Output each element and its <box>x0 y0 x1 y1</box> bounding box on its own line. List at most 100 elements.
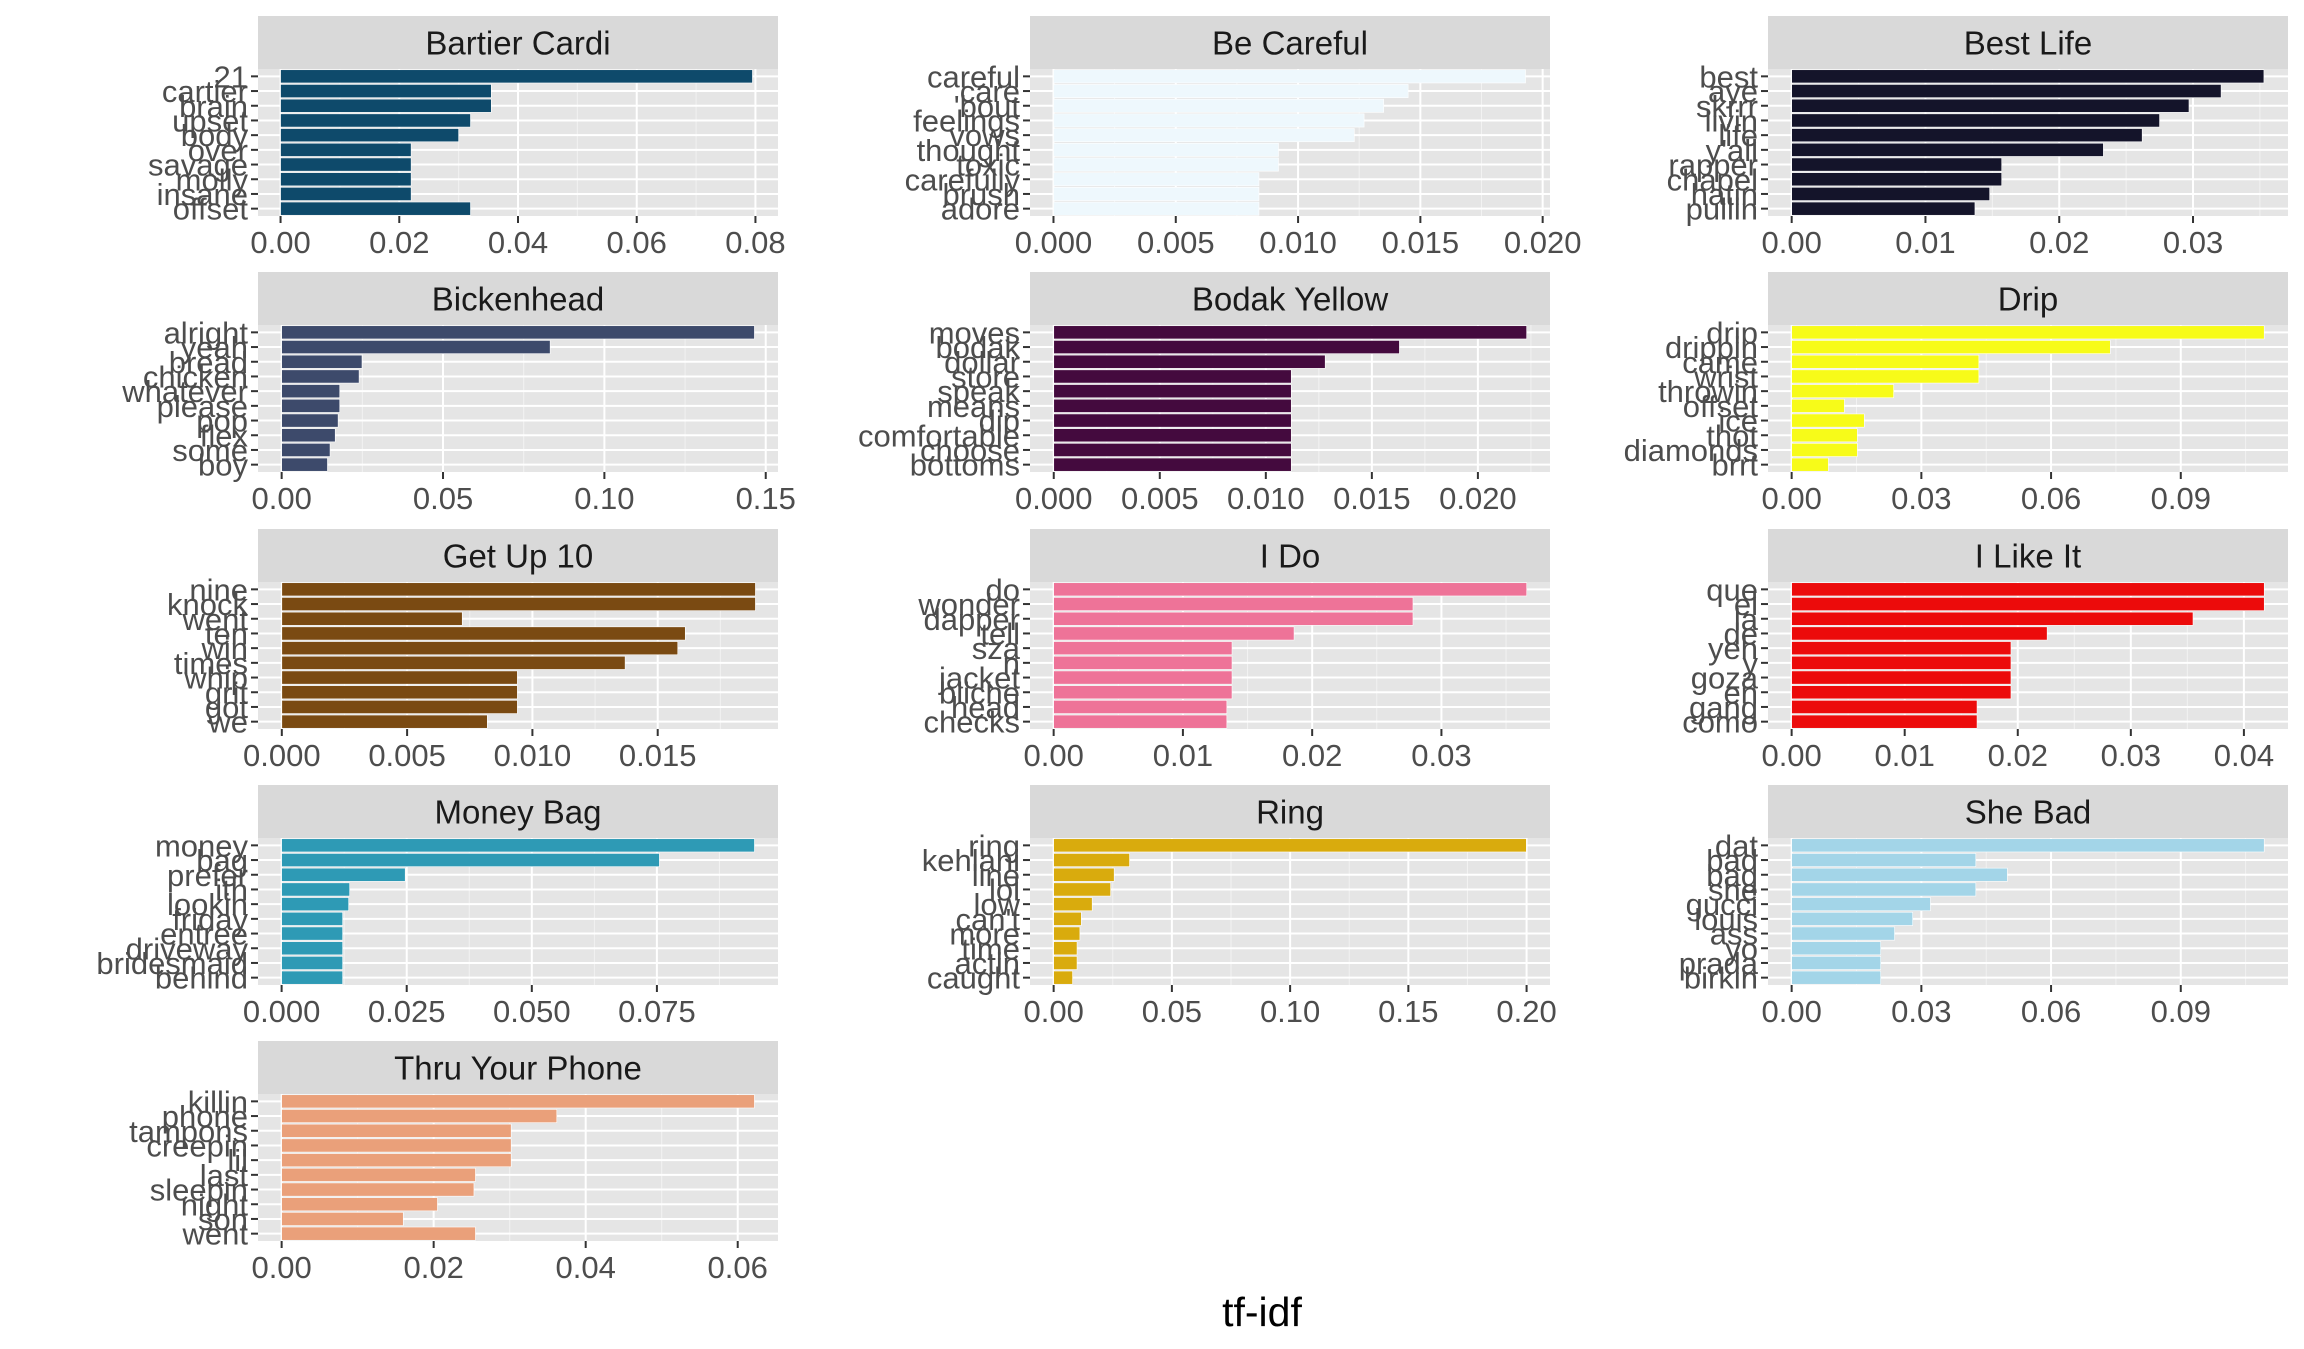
bar <box>281 941 343 956</box>
facet-title: Bodak Yellow <box>1192 281 1388 318</box>
category-label: thought <box>917 133 1021 168</box>
bar <box>281 413 339 428</box>
category-label: head <box>951 690 1020 725</box>
bar <box>1053 970 1073 985</box>
category-label: bridesmaid <box>96 946 248 981</box>
bar <box>281 398 341 413</box>
bar <box>1053 340 1400 354</box>
category-label: y'all <box>1706 133 1758 168</box>
bar <box>281 340 551 354</box>
category-label: kehlani <box>922 843 1020 878</box>
bar <box>1053 128 1355 143</box>
category-label: insane <box>157 177 248 212</box>
bar <box>281 867 406 882</box>
bar <box>1053 398 1292 413</box>
bar <box>280 201 471 216</box>
category-label: care <box>960 74 1020 109</box>
facet-strip <box>1030 785 1550 838</box>
x-tick-label: 0.005 <box>1137 225 1215 260</box>
bar <box>1791 611 2194 626</box>
category-label: please <box>157 389 248 424</box>
category-label: livin <box>1705 103 1758 138</box>
x-tick-label: 0.020 <box>1439 481 1517 516</box>
category-label: killin <box>188 1084 248 1119</box>
category-label: checks <box>924 705 1020 740</box>
category-label: ith <box>215 872 248 907</box>
category-label: store <box>951 359 1020 394</box>
bar <box>281 582 756 597</box>
bar <box>1053 582 1528 597</box>
bar <box>1053 926 1081 941</box>
facet-strip <box>1030 529 1550 582</box>
x-tick-label: 0.05 <box>1142 994 1202 1029</box>
category-label: ass <box>1710 917 1758 952</box>
category-label: drip <box>1706 315 1758 350</box>
bar <box>1053 670 1233 685</box>
bar <box>281 325 755 340</box>
x-tick-label: 0.000 <box>243 738 321 773</box>
x-tick-label: 0.075 <box>618 994 696 1029</box>
facet-panel: Bickenhead alrightyeahbreadchickenwhateve… <box>121 272 796 516</box>
x-tick-label: 0.00 <box>1761 994 1821 1029</box>
bar <box>1791 128 2143 143</box>
category-label: creepin <box>146 1128 248 1163</box>
x-tick-label: 0.00 <box>1023 738 1083 773</box>
bar <box>281 700 518 714</box>
category-label: chicken <box>143 359 248 394</box>
facet-strip <box>1768 785 2288 838</box>
category-label: brrt <box>1712 448 1759 483</box>
bar <box>1053 84 1409 98</box>
x-tick-label: 0.03 <box>1891 481 1951 516</box>
facet-panel: I Like It queelladeyehygozaengangcomo0.00… <box>1682 529 2288 773</box>
bar <box>1053 714 1228 729</box>
category-label: bodak <box>936 330 1021 365</box>
category-label: comfortable <box>858 418 1020 453</box>
bar <box>281 1226 476 1241</box>
x-tick-label: 0.10 <box>574 481 634 516</box>
facet-title: Ring <box>1256 794 1324 831</box>
category-label: pullin <box>1686 192 1758 227</box>
category-label: whatever <box>121 374 248 409</box>
category-label: wonder <box>917 587 1020 622</box>
bar <box>1791 714 1978 729</box>
x-tick-label: 0.08 <box>725 225 785 260</box>
category-label: can't <box>955 902 1020 937</box>
x-tick-label: 0.000 <box>1015 481 1093 516</box>
facet-title: Bickenhead <box>432 281 604 318</box>
category-label: brush <box>942 177 1020 212</box>
category-label: dollar <box>944 345 1020 380</box>
category-label: low <box>973 887 1020 922</box>
bar <box>1053 172 1260 187</box>
bar <box>1791 926 1895 941</box>
bar <box>1791 867 2008 882</box>
category-label: grit <box>205 675 248 710</box>
x-axis-title: tf-idf <box>1222 1289 1302 1335</box>
category-label: feelings <box>913 103 1020 138</box>
facet-panel: Thru Your Phone killinphonetamponscreepin… <box>129 1041 778 1285</box>
x-tick-label: 0.00 <box>1023 994 1083 1029</box>
bar <box>1053 956 1078 970</box>
bar <box>281 1197 438 1212</box>
bar <box>1053 685 1233 700</box>
category-label: nine <box>189 572 248 607</box>
category-label: vows <box>949 118 1020 153</box>
x-tick-label: 0.03 <box>1891 994 1951 1029</box>
bar <box>1791 84 2222 98</box>
facet-strip <box>258 785 778 838</box>
bar <box>280 157 412 172</box>
bar <box>281 1153 512 1168</box>
category-label: bottoms <box>910 448 1020 483</box>
bar <box>1053 201 1260 216</box>
category-label: lookin <box>167 887 248 922</box>
category-label: ten <box>205 616 248 651</box>
bar <box>281 838 755 853</box>
facet-panel: I Do dowonderdappertellszanjacketblichehe… <box>917 529 1550 773</box>
category-label: savage <box>148 148 248 183</box>
category-label: body <box>181 118 249 153</box>
bar <box>280 128 459 143</box>
category-label: bad <box>1706 843 1758 878</box>
facet-title: I Like It <box>1975 538 2081 575</box>
category-label: 21 <box>214 59 248 94</box>
category-label: upset <box>172 103 248 138</box>
